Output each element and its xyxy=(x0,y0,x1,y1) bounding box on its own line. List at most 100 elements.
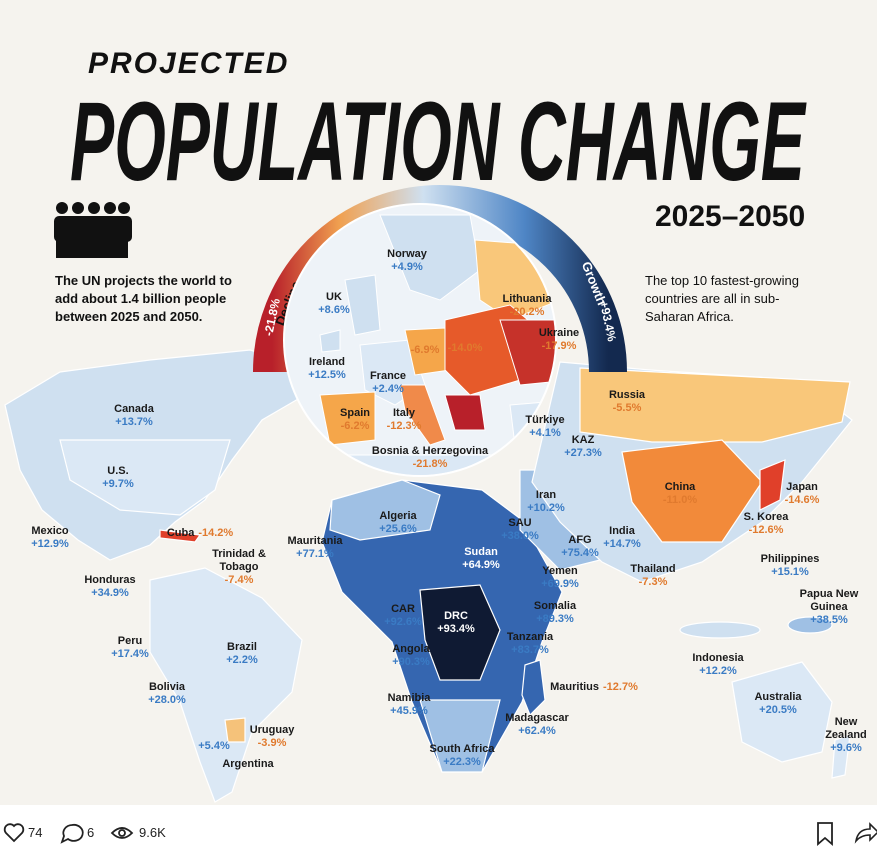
country-label: Philippines +15.1% xyxy=(761,553,820,579)
country-label: Russia -5.5% xyxy=(609,389,645,415)
country-name: Sudan xyxy=(464,546,498,558)
comment-icon[interactable] xyxy=(60,823,84,844)
country-name: Uruguay xyxy=(249,724,295,736)
country-name: UK xyxy=(326,291,342,303)
country-name: Ireland xyxy=(308,356,346,368)
country-label: KAZ +27.3% xyxy=(564,434,602,460)
country-label: Türkiye +4.1% xyxy=(525,414,564,440)
population-change: +93.4% xyxy=(437,623,475,635)
country-name: France xyxy=(369,370,407,382)
country-label: Norway +4.9% xyxy=(387,248,427,274)
population-change: +12.5% xyxy=(308,369,346,381)
population-change: +64.9% xyxy=(462,559,500,571)
country-label: Trinidad & Tobago -7.4% xyxy=(204,548,274,587)
country-label: Peru +17.4% xyxy=(111,635,149,661)
country-label: Ireland +12.5% xyxy=(308,356,346,382)
note-right: The top 10 fastest-growing countries are… xyxy=(645,273,799,324)
country-name: Mauritania xyxy=(287,535,343,547)
population-change: +8.6% xyxy=(318,304,350,316)
country-name: Iran xyxy=(535,489,557,501)
population-change: +15.1% xyxy=(771,566,809,578)
country-name: Brazil xyxy=(227,641,257,653)
country-name: China xyxy=(664,481,696,493)
country-label: Argentina xyxy=(222,758,273,771)
country-name: Mauritius xyxy=(550,681,600,693)
country-label: Indonesia +12.2% xyxy=(692,652,743,678)
country-label: U.S. +9.7% xyxy=(102,465,134,491)
country-label: India +14.7% xyxy=(603,525,641,551)
population-change: -14.0% xyxy=(447,342,483,354)
title: POPULATION CHANGE xyxy=(70,79,807,204)
infographic: PROJECTED POPULATION CHANGE 2025–2050 De… xyxy=(4,47,853,803)
country-label: -14.0% xyxy=(448,342,483,355)
country-label: -6.9% xyxy=(411,344,440,357)
country-name: Spain xyxy=(340,407,370,419)
country-label: SAU +38.0% xyxy=(501,517,539,543)
country-name: S. Korea xyxy=(743,511,789,523)
population-change: -21.8% xyxy=(412,458,448,470)
population-change: +2.4% xyxy=(372,383,404,395)
country-name: Tanzania xyxy=(506,631,554,643)
population-change: +20.5% xyxy=(759,704,797,716)
population-change: -6.2% xyxy=(340,420,370,432)
population-change: -12.3% xyxy=(386,420,422,432)
note-left: The UN projects the world to add about 1… xyxy=(55,273,232,324)
country-label: Mexico +12.9% xyxy=(31,525,69,551)
save-icon[interactable] xyxy=(817,822,833,846)
population-change: +4.9% xyxy=(391,261,423,273)
population-change: +13.7% xyxy=(115,416,153,428)
like-icon[interactable] xyxy=(3,823,25,843)
country-label: Angola +90.3% xyxy=(392,643,430,669)
country-name: U.S. xyxy=(107,465,129,477)
population-change: -6.9% xyxy=(410,344,440,356)
population-change: +2.2% xyxy=(226,654,258,666)
population-change: +5.4% xyxy=(198,740,230,752)
population-change: +22.3% xyxy=(443,756,481,768)
europe-inset xyxy=(285,205,555,475)
country-name: Thailand xyxy=(630,563,676,575)
country-label: Yemen +69.9% xyxy=(541,565,579,591)
population-change: +89.3% xyxy=(536,613,574,625)
country-name: India xyxy=(609,525,635,537)
country-label: Algeria +25.6% xyxy=(379,510,417,536)
population-change: -20.2% xyxy=(509,306,545,318)
population-change: -5.5% xyxy=(612,402,642,414)
population-change: +45.9% xyxy=(390,705,428,717)
population-change: +34.9% xyxy=(91,587,129,599)
population-change: -17.9% xyxy=(541,340,577,352)
people-icon xyxy=(54,202,132,258)
views-icon xyxy=(110,827,134,839)
country-name: Indonesia xyxy=(692,652,744,664)
country-label: Italy -12.3% xyxy=(387,407,422,433)
country-name: CAR xyxy=(391,603,415,615)
population-change: +90.3% xyxy=(392,656,430,668)
like-count: 74 xyxy=(28,825,43,840)
country-name: Italy xyxy=(392,407,416,419)
population-change: +12.2% xyxy=(699,665,737,677)
country-name: Bosnia & Herzegovina xyxy=(371,445,489,457)
country-label: France +2.4% xyxy=(370,370,406,396)
population-change: +10.2% xyxy=(527,502,565,514)
population-change: +77.1% xyxy=(296,548,334,560)
country-name: DRC xyxy=(444,610,468,622)
country-label: Thailand -7.3% xyxy=(630,563,675,589)
footer-icons xyxy=(3,822,877,846)
country-label: +5.4% xyxy=(198,740,230,753)
share-icon[interactable] xyxy=(854,822,877,844)
country-label: Japan -14.6% xyxy=(785,481,820,507)
country-name: Philippines xyxy=(760,553,820,565)
country-name: Angola xyxy=(392,643,430,655)
population-change: +75.4% xyxy=(561,547,599,559)
world-map xyxy=(4,349,853,803)
country-name: Norway xyxy=(387,248,427,260)
country-label: Ukraine -17.9% xyxy=(539,327,579,353)
country-name: New Zealand xyxy=(825,716,867,741)
country-label: Mauritania +77.1% xyxy=(287,535,342,561)
population-change: +28.0% xyxy=(148,694,186,706)
population-change: +9.6% xyxy=(830,742,862,754)
country-label: Somalia +89.3% xyxy=(534,600,576,626)
country-name: Yemen xyxy=(542,565,578,577)
country-label: Iran +10.2% xyxy=(527,489,565,515)
country-name: KAZ xyxy=(571,434,595,446)
population-change: -7.3% xyxy=(638,576,668,588)
